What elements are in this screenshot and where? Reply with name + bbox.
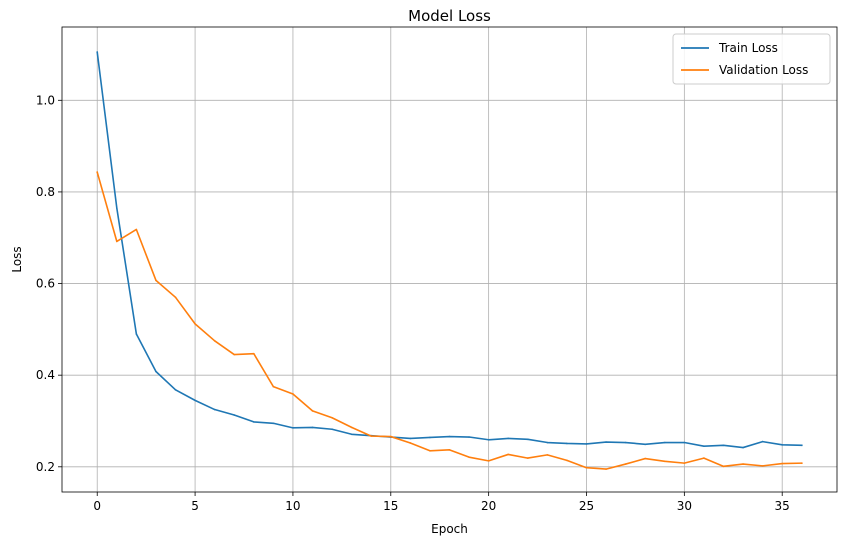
data-point-validation-loss — [566, 459, 568, 462]
y-tick-label: 1.0 — [36, 93, 55, 107]
data-point-train-loss — [292, 427, 294, 429]
data-point-train-loss — [624, 441, 627, 444]
data-point-validation-loss — [742, 463, 744, 465]
data-point-validation-loss — [507, 453, 510, 456]
data-point-validation-loss — [703, 457, 705, 459]
x-tick-label: 25 — [579, 499, 594, 513]
data-point-train-loss — [703, 445, 705, 447]
x-axis-label: Epoch — [431, 522, 468, 536]
data-point-train-loss — [663, 441, 666, 444]
data-point-validation-loss — [389, 435, 392, 438]
grid — [62, 27, 837, 492]
data-point-validation-loss — [194, 323, 196, 325]
data-point-train-loss — [605, 441, 607, 443]
data-point-validation-loss — [252, 352, 255, 355]
data-point-validation-loss — [155, 279, 157, 282]
data-point-train-loss — [115, 207, 118, 209]
data-point-train-loss — [331, 428, 333, 431]
data-point-train-loss — [448, 435, 451, 438]
data-point-validation-loss — [213, 340, 216, 342]
y-axis-label: Loss — [10, 246, 24, 272]
data-point-validation-loss — [663, 460, 666, 463]
data-point-validation-loss — [272, 385, 275, 388]
plot-frame — [61, 26, 838, 493]
data-point-validation-loss — [722, 465, 725, 468]
x-tick-label: 10 — [285, 499, 300, 513]
x-tick-label: 15 — [383, 499, 398, 513]
data-point-train-loss — [487, 438, 490, 441]
data-point-train-loss — [272, 422, 275, 425]
data-point-train-loss — [781, 444, 784, 446]
data-point-train-loss — [800, 444, 803, 447]
data-point-validation-loss — [761, 465, 764, 467]
data-point-validation-loss — [135, 228, 138, 231]
data-point-train-loss — [683, 441, 686, 444]
data-point-validation-loss — [370, 435, 373, 437]
data-point-validation-loss — [605, 468, 607, 470]
data-point-validation-loss — [683, 462, 686, 464]
data-point-train-loss — [96, 51, 99, 53]
legend-box — [672, 33, 831, 85]
data-point-validation-loss — [331, 416, 333, 419]
data-point-validation-loss — [546, 454, 549, 456]
data-point-validation-loss — [292, 393, 294, 395]
data-point-train-loss — [213, 408, 216, 411]
data-point-train-loss — [742, 446, 744, 449]
data-point-train-loss — [252, 421, 255, 423]
data-point-train-loss — [507, 437, 510, 440]
data-point-train-loss — [155, 370, 157, 373]
data-point-train-loss — [566, 442, 568, 445]
data-point-validation-loss — [409, 442, 412, 444]
data-point-validation-loss — [585, 466, 588, 469]
data-point-validation-loss — [115, 240, 118, 243]
data-point-train-loss — [585, 443, 588, 445]
data-point-validation-loss — [350, 426, 353, 429]
legend-label-train-loss: Train Loss — [718, 41, 778, 55]
data-point-train-loss — [526, 438, 529, 441]
data-point-validation-loss — [96, 171, 99, 174]
y-tick-label: 0.4 — [36, 368, 55, 382]
x-tick-label: 0 — [93, 499, 101, 513]
x-tick-label: 35 — [775, 499, 790, 513]
data-point-validation-loss — [429, 449, 431, 452]
data-point-train-loss — [194, 399, 196, 402]
data-point-validation-loss — [233, 353, 236, 356]
y-tick-label: 0.2 — [36, 460, 55, 474]
data-point-train-loss — [135, 333, 138, 335]
y-tick-label: 0.6 — [36, 277, 55, 291]
data-point-train-loss — [644, 443, 647, 446]
x-tick-label: 20 — [481, 499, 496, 513]
data-point-validation-loss — [800, 462, 803, 464]
data-point-train-loss — [233, 414, 236, 416]
data-point-train-loss — [468, 436, 470, 438]
legend: Train Loss Validation Loss — [672, 33, 831, 85]
data-point-train-loss — [722, 444, 725, 447]
data-point-validation-loss — [487, 460, 490, 462]
series-layer — [96, 51, 803, 470]
data-point-validation-loss — [526, 457, 529, 459]
x-tick-label: 5 — [191, 499, 199, 513]
chart-title: Model Loss — [408, 7, 491, 25]
data-point-train-loss — [409, 437, 412, 440]
data-point-train-loss — [546, 441, 549, 444]
data-point-train-loss — [311, 426, 314, 429]
y-tick-label: 0.8 — [36, 185, 55, 199]
data-point-train-loss — [350, 433, 353, 436]
data-point-train-loss — [429, 436, 431, 439]
data-point-train-loss — [174, 389, 177, 391]
data-point-validation-loss — [468, 456, 470, 458]
data-point-validation-loss — [644, 457, 647, 460]
data-point-validation-loss — [448, 449, 451, 451]
data-point-validation-loss — [624, 463, 627, 465]
legend-label-validation-loss: Validation Loss — [719, 63, 808, 77]
data-point-train-loss — [761, 440, 764, 443]
x-tick-label: 30 — [677, 499, 692, 513]
data-point-validation-loss — [311, 410, 314, 412]
data-point-validation-loss — [174, 296, 177, 299]
data-point-validation-loss — [781, 462, 784, 465]
ticks: 0 5 10 15 20 25 30 35 0.2 0.4 0.6 0.8 1.0 — [36, 93, 790, 513]
